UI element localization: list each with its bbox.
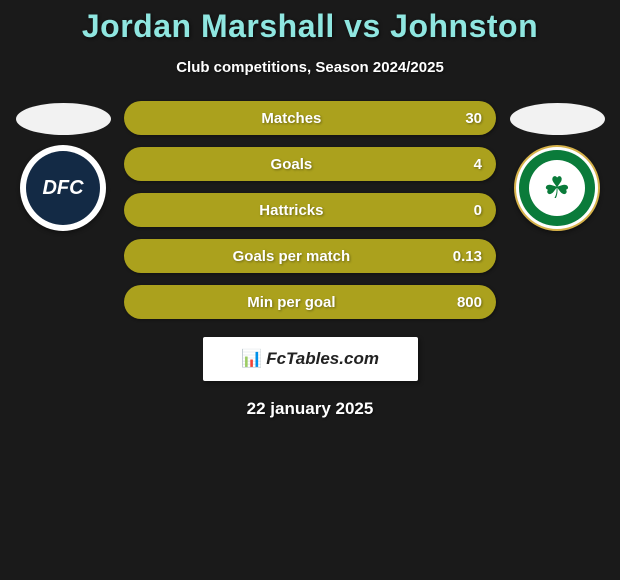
stat-label: Matches [261,110,321,127]
stat-pill: Goals 4 [124,147,496,181]
stat-value-right: 0 [474,202,482,219]
stat-value-right: 800 [457,294,482,311]
stat-label: Hattricks [259,202,323,219]
player-silhouette-right [510,103,605,135]
stat-value-right: 30 [465,110,482,127]
club-crest-right [514,145,600,231]
stat-pill: Goals per match 0.13 [124,239,496,273]
right-column [502,101,612,231]
page-root: Jordan Marshall vs Johnston Club competi… [0,0,620,580]
stat-pill: Hattricks 0 [124,193,496,227]
player-silhouette-left [16,103,111,135]
brand-box: 📊 FcTables.com [203,337,418,381]
stat-pill: Matches 30 [124,101,496,135]
stat-label: Min per goal [247,294,335,311]
crest-left-text: DFC [42,177,83,200]
club-crest-left: DFC [20,145,106,231]
club-crest-right-ring [519,150,595,226]
stat-value-right: 0.13 [453,248,482,265]
left-column: DFC [8,101,118,231]
date-line: 22 january 2025 [0,399,620,419]
stat-pill: Min per goal 800 [124,285,496,319]
stat-label: Goals [271,156,313,173]
page-subtitle: Club competitions, Season 2024/2025 [0,59,620,76]
brand-text: FcTables.com [266,349,379,369]
stat-value-right: 4 [474,156,482,173]
bar-chart-icon: 📊 [241,349,262,369]
club-crest-right-inner [529,160,585,216]
stat-label: Goals per match [233,248,351,265]
stats-column: Matches 30 Goals 4 Hattricks 0 Goals per match… [118,101,502,319]
club-crest-left-inner: DFC [26,151,100,225]
content-row: DFC Matches 30 Goals 4 Hattricks 0 Goals per m… [0,101,620,319]
page-title: Jordan Marshall vs Johnston [0,0,620,45]
